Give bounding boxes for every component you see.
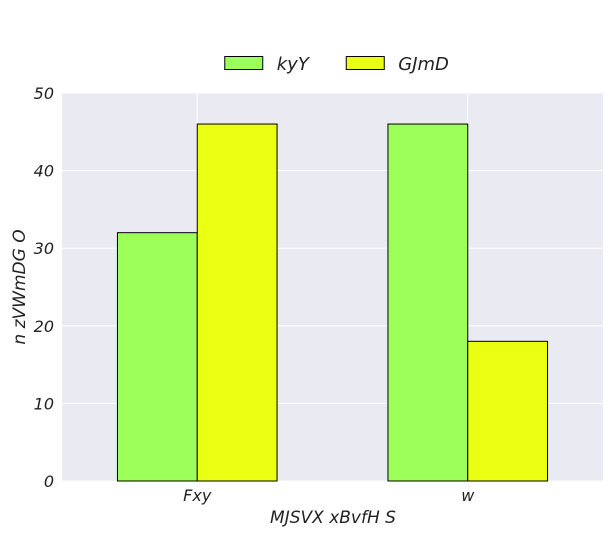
y-tick-label-2: 20 bbox=[34, 317, 54, 336]
y-axis-title: n zVWmDG O bbox=[10, 229, 30, 344]
bar-GJmD-w bbox=[467, 340, 549, 482]
bar-kyY-w bbox=[387, 123, 469, 482]
x-axis-title: MJSVX xBvfH S bbox=[270, 508, 396, 528]
y-tick-label-3: 30 bbox=[34, 239, 54, 258]
legend-label-GJmD: GJmD bbox=[398, 54, 449, 75]
x-tick-label-1: w bbox=[461, 486, 475, 505]
y-tick-label-4: 40 bbox=[34, 162, 54, 181]
legend-swatch-kyY bbox=[224, 56, 264, 70]
bars bbox=[116, 123, 549, 482]
bar-kyY-Fxy bbox=[116, 232, 198, 482]
legend-swatch-GJmD bbox=[345, 56, 385, 70]
y-tick-labels: 0 10 20 30 40 50 bbox=[34, 84, 54, 491]
x-tick-labels: Fxy w bbox=[183, 486, 475, 505]
y-tick-label-5: 50 bbox=[34, 84, 54, 103]
y-tick-label-0: 0 bbox=[44, 472, 54, 491]
bar-GJmD-Fxy bbox=[196, 123, 278, 482]
legend-label-kyY: kyY bbox=[277, 54, 311, 75]
legend: kyY GJmD bbox=[224, 54, 449, 75]
y-tick-label-1: 10 bbox=[34, 394, 54, 413]
x-tick-label-0: Fxy bbox=[183, 486, 212, 505]
